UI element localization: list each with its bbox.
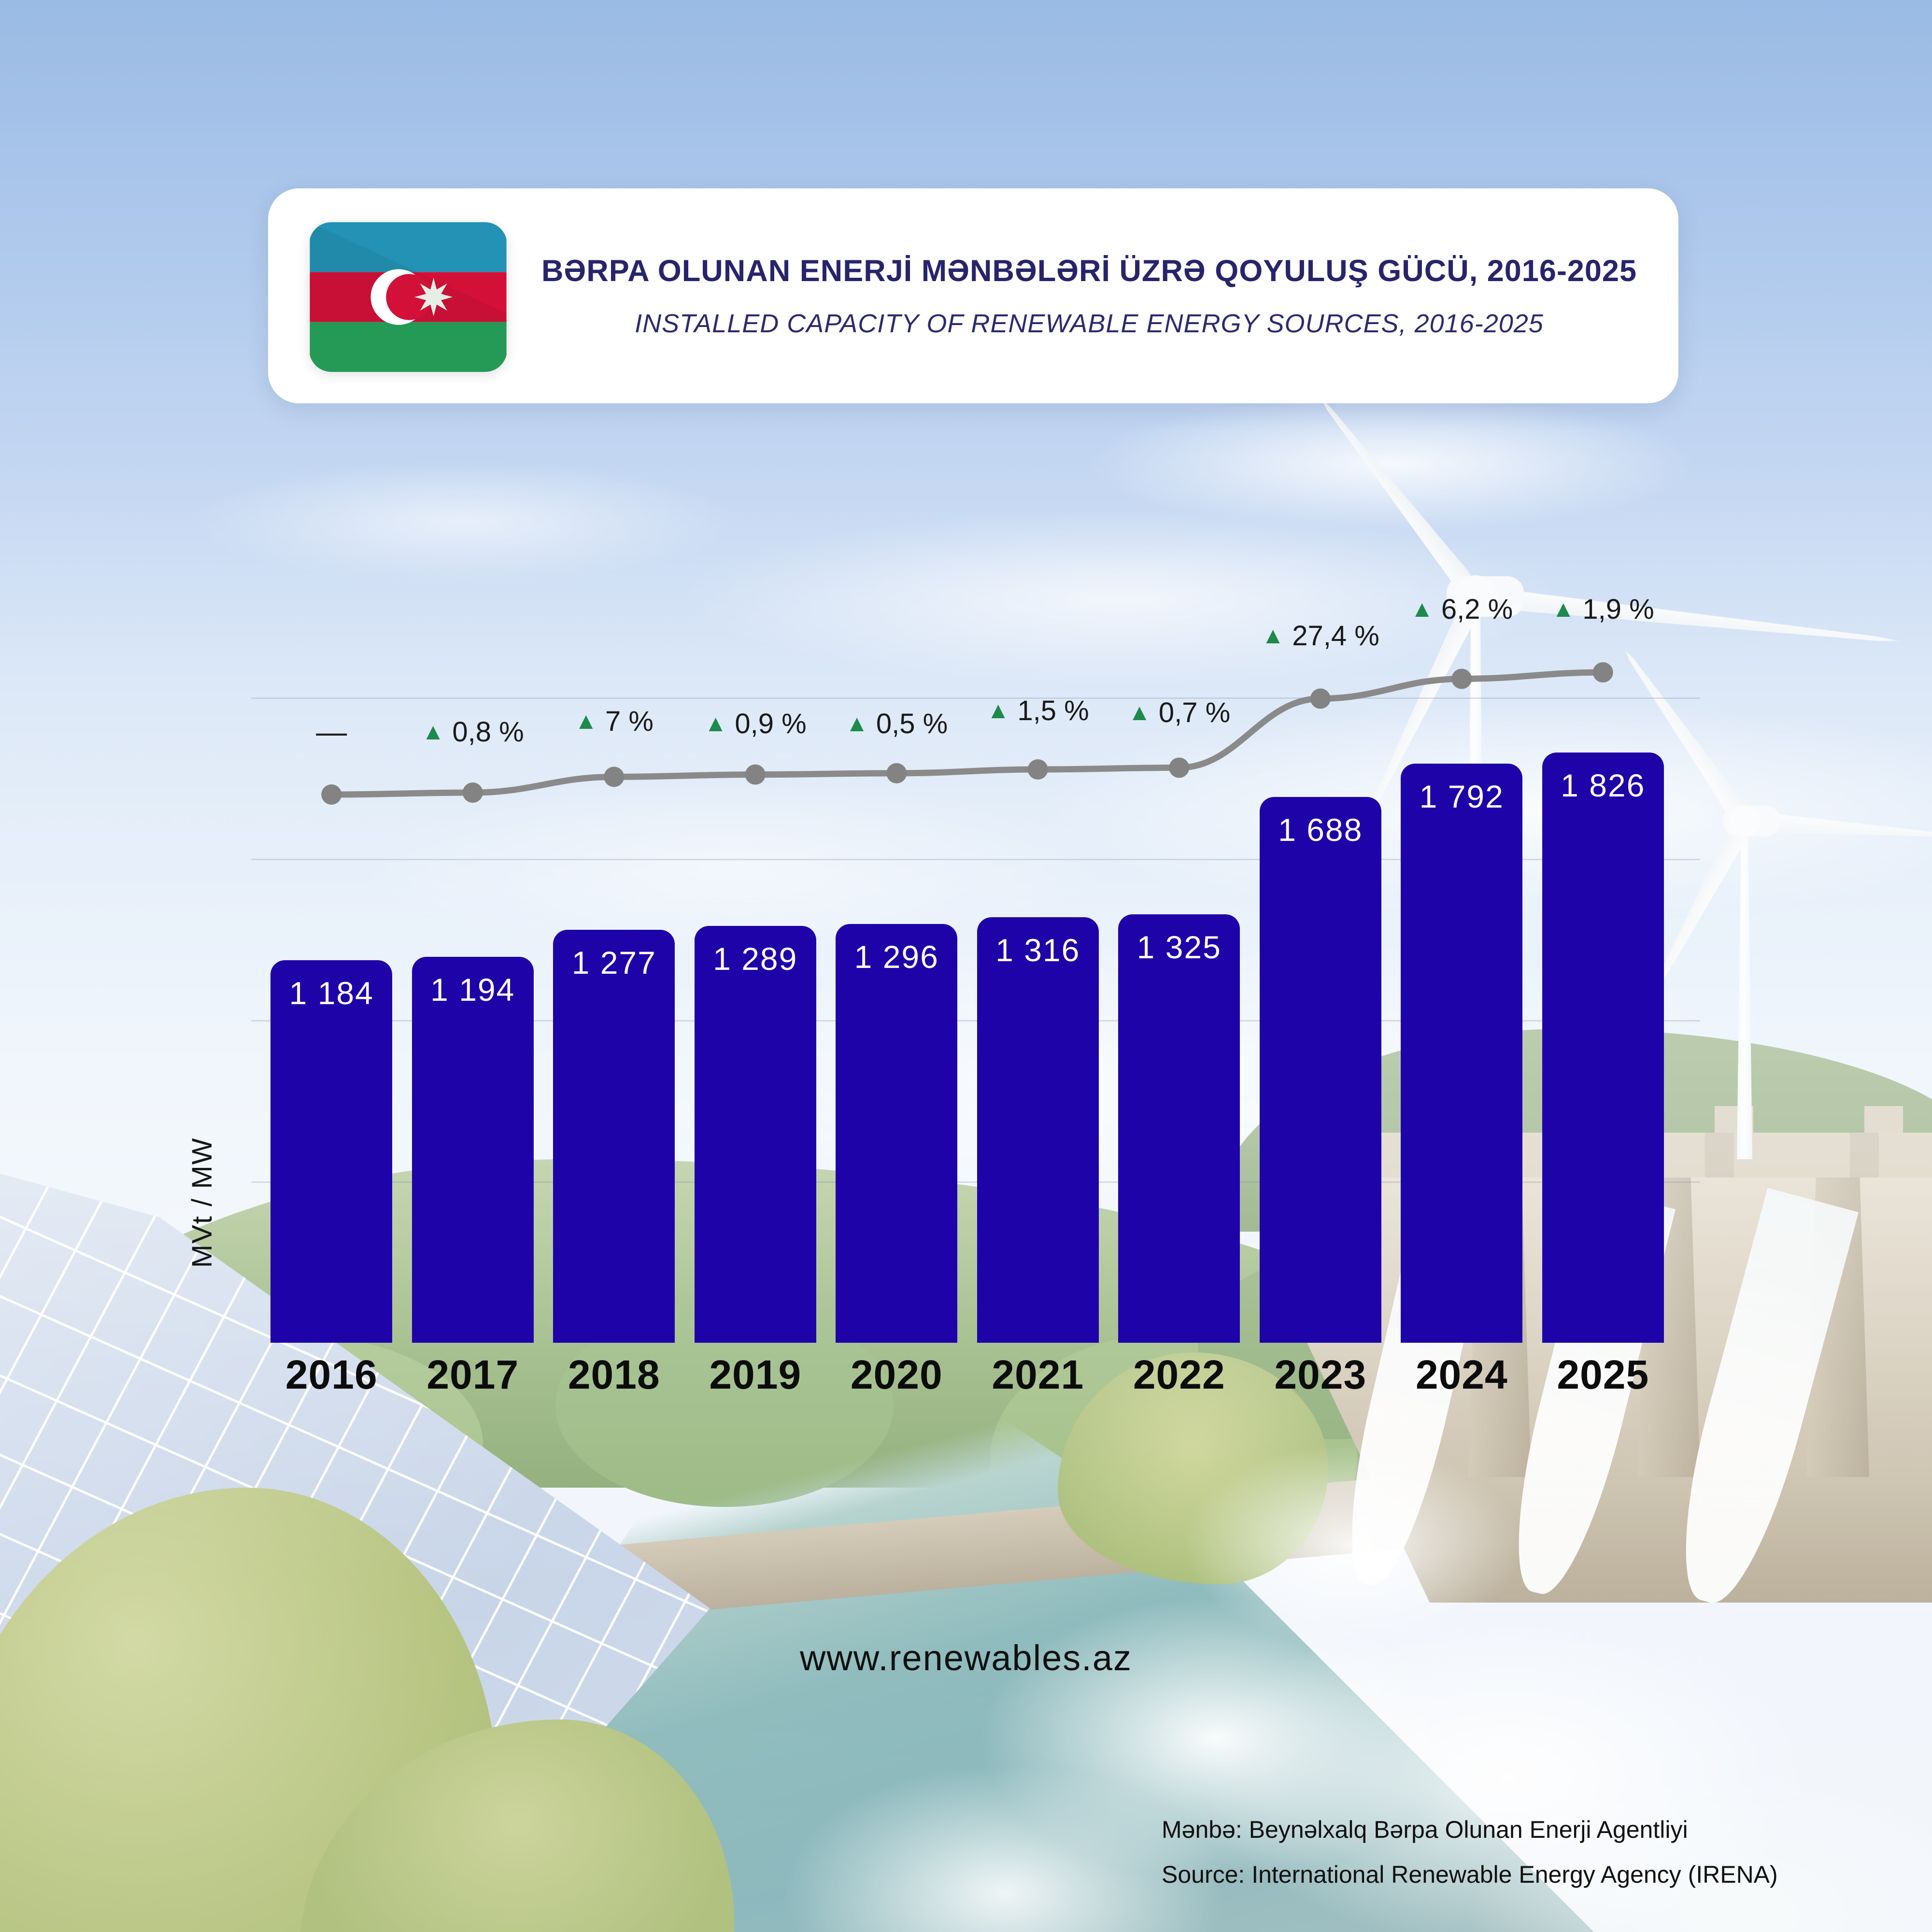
source-line-az: Mənbə: Beynəlxalq Bərpa Olunan Enerji Ag…	[1162, 1816, 1688, 1843]
growth-label-2017: ▲ 0,8 %	[422, 716, 524, 748]
trend-line-path	[328, 669, 1606, 798]
bar-2022: 1 325	[1118, 914, 1240, 1343]
bar-2025: 1 826	[1542, 753, 1664, 1343]
no-growth-dash: —	[316, 714, 347, 749]
year-label-2024: 2024	[1415, 1352, 1508, 1397]
bar-value-label: 1 296	[854, 939, 939, 975]
bar-2016: 1 184	[270, 960, 393, 1343]
growth-percent-text: 0,8 %	[452, 716, 524, 748]
growth-up-triangle-icon: ▲	[845, 710, 868, 737]
azerbaijan-flag-icon	[309, 222, 507, 372]
bar-value-label: 1 792	[1419, 779, 1504, 814]
growth-up-triangle-icon: ▲	[1261, 623, 1285, 649]
bar-value-label: 1 325	[1136, 929, 1222, 965]
growth-percent-text: 1,9 %	[1582, 594, 1654, 625]
trend-point-2016	[321, 784, 342, 805]
growth-label-2021: ▲ 1,5 %	[987, 695, 1089, 727]
year-label-2025: 2025	[1557, 1352, 1649, 1397]
bar-value-label: 1 688	[1278, 812, 1363, 848]
growth-label-2016: —	[316, 714, 347, 750]
growth-label-2022: ▲ 0,7 %	[1128, 696, 1230, 729]
trend-point-2019	[745, 764, 766, 785]
growth-up-triangle-icon: ▲	[986, 697, 1010, 724]
gridline	[251, 1020, 1700, 1022]
y-axis-label: MVt / MW	[186, 1137, 218, 1268]
trend-point-2022	[1169, 757, 1190, 778]
year-label-2020: 2020	[850, 1352, 943, 1397]
bar-2023: 1 688	[1259, 797, 1381, 1343]
trend-point-2021	[1027, 759, 1048, 780]
growth-label-2020: ▲ 0,5 %	[845, 708, 948, 740]
growth-label-2023: ▲ 27,4 %	[1262, 620, 1379, 652]
trend-point-2024	[1451, 668, 1472, 689]
gridline	[251, 859, 1700, 860]
growth-label-2018: ▲ 7 %	[575, 705, 653, 738]
growth-up-triangle-icon: ▲	[1551, 596, 1575, 622]
year-label-2021: 2021	[992, 1352, 1084, 1397]
growth-percent-text: 0,9 %	[735, 708, 807, 739]
bar-value-label: 1 289	[713, 941, 798, 977]
bar-2020: 1 296	[836, 924, 958, 1343]
growth-up-triangle-icon: ▲	[1128, 699, 1151, 725]
growth-up-triangle-icon: ▲	[704, 710, 727, 737]
bar-value-label: 1 316	[995, 932, 1080, 968]
year-label-2023: 2023	[1274, 1352, 1367, 1397]
year-label-2017: 2017	[426, 1352, 519, 1397]
growth-label-2019: ▲ 0,9 %	[704, 708, 807, 740]
bar-2018: 1 277	[553, 930, 675, 1343]
header-card: BƏRPA OLUNAN ENERJİ MƏNBƏLƏRİ ÜZRƏ QOYUL…	[268, 188, 1678, 403]
title-azerbaijani: BƏRPA OLUNAN ENERJİ MƏNBƏLƏRİ ÜZRƏ QOYUL…	[541, 254, 1637, 288]
website-url: www.renewables.az	[800, 1638, 1132, 1678]
growth-up-triangle-icon: ▲	[421, 719, 445, 745]
growth-label-2025: ▲ 1,9 %	[1552, 593, 1654, 625]
growth-percent-text: 27,4 %	[1292, 620, 1379, 652]
bar-value-label: 1 194	[430, 972, 515, 1008]
growth-percent-text: 0,7 %	[1158, 697, 1231, 728]
source-line-en: Source: International Renewable Energy A…	[1162, 1861, 1778, 1888]
bar-value-label: 1 826	[1561, 767, 1646, 803]
gridline	[251, 1181, 1700, 1183]
trend-point-2025	[1592, 662, 1613, 683]
growth-percent-text: 0,5 %	[876, 708, 948, 739]
bar-2019: 1 289	[694, 926, 816, 1343]
trend-point-2023	[1310, 688, 1331, 709]
year-label-2022: 2022	[1133, 1352, 1225, 1397]
bar-value-label: 1 184	[289, 975, 374, 1011]
growth-up-triangle-icon: ▲	[574, 708, 598, 734]
trend-point-2018	[604, 767, 625, 787]
bar-2021: 1 316	[977, 917, 1099, 1343]
growth-percent-text: 6,2 %	[1441, 594, 1513, 625]
year-label-2018: 2018	[568, 1352, 660, 1397]
trend-point-2017	[462, 782, 483, 803]
header-titles: BƏRPA OLUNAN ENERJİ MƏNBƏLƏRİ ÜZRƏ QOYUL…	[519, 188, 1659, 403]
growth-percent-text: 7 %	[605, 706, 653, 737]
bar-2017: 1 194	[412, 957, 534, 1343]
bar-value-label: 1 277	[571, 945, 656, 980]
source-attribution: Mənbə: Beynəlxalq Bərpa Olunan Enerji Ag…	[1162, 1807, 1778, 1897]
growth-up-triangle-icon: ▲	[1410, 596, 1434, 622]
growth-percent-text: 1,5 %	[1017, 695, 1089, 726]
year-label-2016: 2016	[285, 1352, 378, 1397]
gridline	[251, 697, 1700, 699]
title-english: INSTALLED CAPACITY OF RENEWABLE ENERGY S…	[635, 309, 1544, 338]
growth-label-2024: ▲ 6,2 %	[1410, 593, 1513, 625]
trend-point-2020	[886, 763, 907, 783]
bar-2024: 1 792	[1401, 764, 1523, 1343]
year-label-2019: 2019	[709, 1352, 802, 1397]
